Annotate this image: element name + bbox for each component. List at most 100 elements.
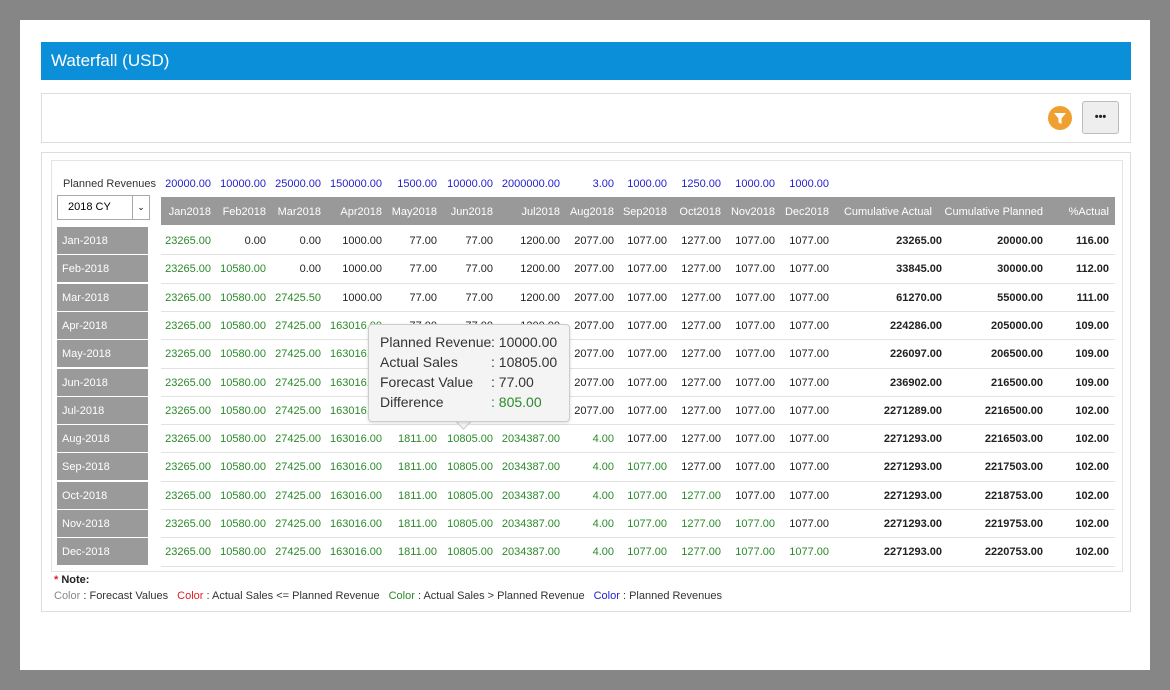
table-cell: 77.00 [409,263,437,276]
planned-label: Planned Revenues [63,178,156,190]
table-cell: 163016.00 [330,518,382,530]
column-header: %Actual [1068,206,1109,218]
planned-value: 25000.00 [275,178,321,190]
table-cell: 224286.00 [890,319,942,332]
table-cell: 2077.00 [574,263,614,276]
table-cell: 2271293.00 [883,433,942,446]
table-cell: 1277.00 [681,404,721,417]
table-cell: 23265.00 [165,461,211,474]
row-label: Jan-2018 [57,227,148,254]
table-cell: 2271293.00 [883,518,942,530]
row-label-text: Jan-2018 [62,235,108,247]
legend-key: Color [177,590,204,602]
row-label-text: Nov-2018 [62,518,110,530]
table-cell: 2077.00 [574,235,614,247]
table-cell: 111.00 [1076,291,1109,304]
legend-key: Color [593,590,620,602]
row-label-text: Sep-2018 [62,461,110,474]
row-separator [161,537,1115,539]
table-cell: 20000.00 [997,235,1043,247]
column-header: Feb2018 [222,206,266,218]
table-cell: 10580.00 [220,376,266,389]
legend-text: : Forecast Values [83,590,169,602]
column-header: May2018 [391,206,437,218]
table-cell: 216500.00 [991,376,1043,389]
table-cell: 27425.00 [275,404,321,417]
table-cell: 1077.00 [735,291,775,304]
filter-button[interactable] [1048,106,1072,130]
period-value: 2018 CY [68,201,111,213]
tooltip-value: : 805.00 [491,394,542,410]
select-arrow: ⌄ [132,196,149,219]
table-cell: 1077.00 [735,319,775,332]
table-cell: 1077.00 [627,235,667,247]
table-cell: 1277.00 [681,546,721,559]
row-label: Aug-2018 [57,425,148,453]
table-cell: 23265.00 [165,376,211,389]
table-cell: 1077.00 [627,518,667,530]
table-cell: 1277.00 [681,263,721,276]
table-cell: 10805.00 [447,461,493,474]
table-cell: 1000.00 [342,263,382,276]
table-cell: 10580.00 [220,291,266,304]
table-cell: 27425.00 [275,518,321,530]
table-cell: 1077.00 [735,546,775,559]
table-cell: 2077.00 [574,319,614,332]
table-cell: 10805.00 [447,546,493,559]
table-cell: 1077.00 [735,348,775,361]
tooltip-value: : 77.00 [491,374,534,390]
planned-value: 1000.00 [735,178,775,190]
table-cell: 27425.00 [275,461,321,474]
tooltip-label: Difference [380,394,444,410]
table-cell: 2216503.00 [984,433,1043,446]
table-cell: 77.00 [409,291,437,304]
table-cell: 1077.00 [789,348,829,361]
table-cell: 109.00 [1075,376,1109,389]
planned-value: 1000.00 [627,178,667,190]
table-cell: 23265.00 [165,235,211,247]
header-band [161,197,1115,225]
table-cell: 23265.00 [165,489,211,502]
planned-value: 1250.00 [681,178,721,190]
more-button[interactable]: ••• [1082,101,1119,134]
table-cell: 61270.00 [896,291,942,304]
tooltip-value: : 10000.00 [491,334,558,350]
table-cell: 163016.00 [330,461,382,474]
planned-value: 10000.00 [447,178,493,190]
table-cell: 1000.00 [342,291,382,304]
column-header: Aug2018 [569,206,614,218]
table-cell: 1277.00 [681,489,721,502]
row-separator [161,509,1115,510]
table-cell: 205000.00 [991,319,1043,332]
column-header: Dec2018 [784,206,829,218]
note-title: * Note: [54,574,89,586]
period-select[interactable]: 2018 CY ⌄ [57,195,150,220]
table-cell: 206500.00 [991,348,1043,361]
table-cell: 4.00 [592,433,614,446]
row-label: Jul-2018 [57,396,148,424]
row-separator [161,254,1115,256]
table-cell: 1077.00 [735,461,775,474]
table-cell: 4.00 [592,546,614,559]
table-cell: 1077.00 [735,404,775,417]
row-label: Apr-2018 [57,311,148,339]
table-cell: 1277.00 [681,518,721,530]
table-cell: 10580.00 [220,319,266,332]
table-cell: 23265.00 [165,291,211,304]
table-cell: 0.00 [244,235,266,247]
legend-key: Color [388,590,415,602]
table-cell: 77.00 [465,235,493,247]
note-legend: Color : Forecast Values Color : Actual Sa… [54,590,731,602]
row-separator [161,480,1115,482]
table-cell: 109.00 [1075,348,1109,361]
table-cell: 1077.00 [627,489,667,502]
table-cell: 27425.00 [275,546,321,559]
row-label-text: May-2018 [62,348,111,361]
table-cell: 1200.00 [520,235,560,247]
table-cell: 1277.00 [681,235,721,247]
table-cell: 1077.00 [789,489,829,502]
planned-value: 20000.00 [165,178,211,190]
row-label: Dec-2018 [57,538,148,566]
table-cell: 77.00 [409,235,437,247]
planned-value: 150000.00 [330,178,382,190]
